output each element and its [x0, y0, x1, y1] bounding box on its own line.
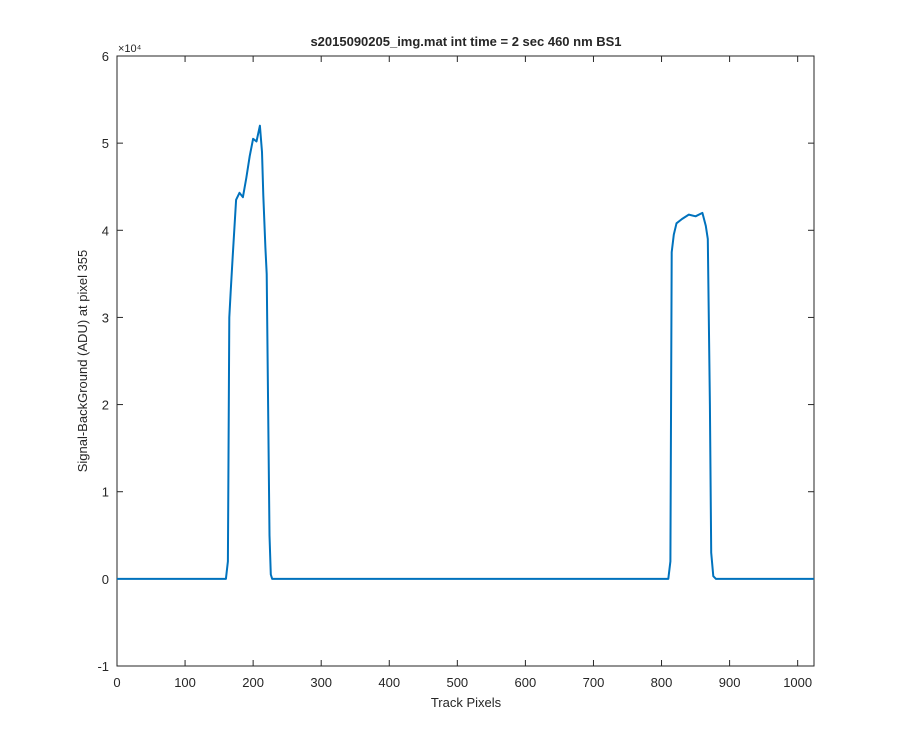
y-tick-label: -1 — [97, 659, 109, 674]
series-line — [117, 124, 814, 580]
x-tick-label: 700 — [583, 675, 605, 690]
x-tick-label: 200 — [242, 675, 264, 690]
x-tick-label: 100 — [174, 675, 196, 690]
y-tick-label: 6 — [102, 49, 109, 64]
plot-area — [116, 55, 815, 667]
x-tick-label: 800 — [651, 675, 673, 690]
y-tick-label: 4 — [102, 223, 109, 238]
x-tick-label: 0 — [113, 675, 120, 690]
x-tick-label: 1000 — [783, 675, 812, 690]
x-axis-ticks: 0 100 200 300 400 500 600 700 800 900 1000 — [113, 56, 812, 690]
y-axis-label: Signal-BackGround (ADU) at pixel 355 — [75, 250, 90, 473]
y-tick-label: 3 — [102, 310, 109, 325]
chart-title: s2015090205_img.mat int time = 2 sec 460… — [310, 34, 621, 49]
series-group — [117, 124, 814, 580]
y-tick-label: 2 — [102, 398, 109, 413]
x-tick-label: 500 — [446, 675, 468, 690]
x-tick-label: 900 — [719, 675, 741, 690]
y-axis-exponent: ×10⁴ — [118, 43, 142, 55]
x-tick-label: 400 — [378, 675, 400, 690]
y-tick-label: 5 — [102, 136, 109, 151]
x-axis-label: Track Pixels — [431, 695, 502, 710]
x-tick-label: 300 — [310, 675, 332, 690]
y-tick-label: 1 — [102, 485, 109, 500]
x-tick-label: 600 — [515, 675, 537, 690]
y-tick-label: 0 — [102, 572, 109, 587]
